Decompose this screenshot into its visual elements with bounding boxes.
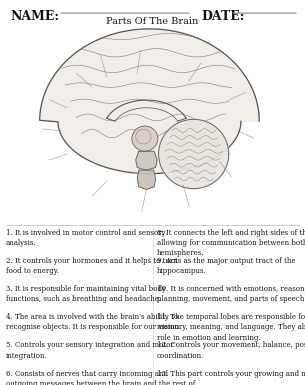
Text: 11. The temporal lobes are responsible for hearing,
memory, meaning, and languag: 11. The temporal lobes are responsible f…: [157, 313, 305, 341]
Polygon shape: [159, 119, 229, 189]
Polygon shape: [136, 151, 157, 170]
Text: 4. The area is involved with the brain's ability to
recognise objects. It is res: 4. The area is involved with the brain's…: [6, 313, 181, 331]
Text: NAME:: NAME:: [11, 10, 60, 23]
Text: 9. Acts as the major output tract of the
hippocampus.: 9. Acts as the major output tract of the…: [157, 257, 296, 275]
Text: 2. It controls your hormones and it helps to turn
food to energy.: 2. It controls your hormones and it help…: [6, 257, 178, 275]
Text: 3. It is responsible for maintaining vital body
functions, such as breathing and: 3. It is responsible for maintaining vit…: [6, 285, 166, 303]
Text: 10. It is concerned with emotions, reasoning,
planning, movement, and parts of s: 10. It is concerned with emotions, reaso…: [157, 285, 305, 303]
Text: 12. Controls your movement, balance, posture, and
coordination.: 12. Controls your movement, balance, pos…: [157, 341, 305, 360]
Text: 5. Controls your sensory integration and motor
integration.: 5. Controls your sensory integration and…: [6, 341, 174, 360]
Text: 6. Consists of nerves that carry incoming and
outgoing messages between the brai: 6. Consists of nerves that carry incomin…: [6, 370, 196, 385]
Text: DATE:: DATE:: [201, 10, 245, 23]
Text: 1. It is involved in motor control and sensory
analysis.: 1. It is involved in motor control and s…: [6, 229, 166, 247]
Polygon shape: [40, 29, 259, 174]
Text: 13. This part controls your growing and maturing.: 13. This part controls your growing and …: [157, 370, 305, 378]
Text: 8. It connects the left and right sides of the brain
allowing for communication : 8. It connects the left and right sides …: [157, 229, 305, 257]
Polygon shape: [137, 170, 156, 189]
Text: Parts Of The Brain: Parts Of The Brain: [106, 17, 199, 25]
Ellipse shape: [132, 126, 158, 151]
